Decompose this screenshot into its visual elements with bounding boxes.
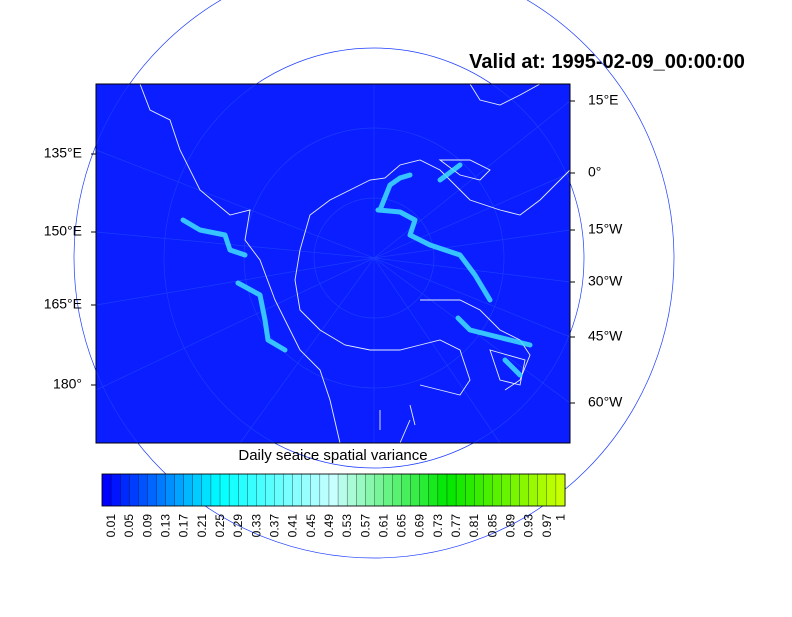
colorbar-box	[274, 473, 285, 507]
colorbar-label: 0.37	[267, 514, 281, 538]
colorbar-box	[174, 473, 185, 507]
colorbar-box	[519, 473, 530, 507]
colorbar-box	[147, 473, 157, 507]
colorbar-box	[328, 473, 339, 507]
colorbar-label: 0.65	[395, 514, 409, 538]
colorbar-label: 0.21	[195, 514, 209, 538]
colorbar-box	[156, 473, 166, 507]
colorbar-label: 0.89	[504, 514, 518, 538]
colorbar-label: 0.09	[140, 514, 154, 538]
colorbar-box	[492, 473, 502, 507]
tick-labels: 135°E 150°E 165°E 180° 15°E 0° 15°W 30°W 45°W 60°…	[44, 92, 623, 410]
colorbar-label: 0.41	[286, 514, 300, 538]
colorbar-box	[301, 473, 312, 507]
colorbar-label: 0.97	[540, 514, 554, 538]
colorbar-box	[464, 473, 475, 507]
colorbar-label: 0.77	[449, 514, 463, 538]
colorbar-box	[201, 473, 212, 507]
colorbar-box	[501, 473, 511, 507]
left-label: 150°E	[44, 223, 82, 239]
variance-edges	[180, 162, 533, 378]
colorbar-label: 0.73	[431, 514, 445, 538]
colorbar-box	[437, 473, 448, 507]
left-label: 135°E	[44, 145, 82, 161]
colorbar-box	[210, 473, 221, 507]
colorbar-box	[138, 473, 148, 507]
colorbar-box	[410, 473, 421, 507]
colorbar-label: 0.61	[376, 514, 390, 538]
colorbar-box	[483, 473, 493, 507]
colorbar-box	[310, 473, 321, 507]
colorbar-box	[346, 473, 357, 507]
right-label: 45°W	[588, 328, 623, 344]
colorbar-box	[120, 473, 130, 507]
colorbar-box	[419, 473, 430, 507]
colorbar-box	[374, 473, 384, 507]
colorbar-box	[528, 473, 539, 507]
colorbar-box	[165, 473, 176, 507]
colorbar-box	[247, 473, 257, 507]
right-label: 0°	[588, 164, 601, 180]
colorbar-label: 0.81	[467, 514, 481, 538]
colorbar-label: 0.05	[122, 514, 136, 538]
colorbar-box	[283, 473, 294, 507]
colorbar-box	[455, 473, 466, 507]
colorbar-box	[474, 473, 484, 507]
colorbar-box	[219, 473, 230, 507]
colorbar-box	[238, 473, 248, 507]
right-label: 15°W	[588, 221, 623, 237]
title: Valid at: 1995-02-09_00:00:00	[469, 51, 745, 73]
right-label: 60°W	[588, 394, 623, 410]
coastlines	[139, 83, 571, 444]
right-label: 30°W	[588, 273, 623, 289]
colorbar-box	[228, 473, 239, 507]
colorbar-box	[356, 473, 366, 507]
colorbar-label: 0.57	[358, 514, 372, 538]
colorbar-box	[392, 473, 403, 507]
colorbar-box	[428, 473, 439, 507]
colorbar-label: 0.45	[304, 514, 318, 538]
colorbar-label: 0.53	[340, 514, 354, 538]
colorbar-box	[292, 473, 303, 507]
colorbar-label: 0.49	[322, 514, 336, 538]
colorbar-box	[192, 473, 203, 507]
colorbar-box	[256, 473, 266, 507]
colorbar-box	[537, 473, 548, 507]
colorbar-box	[319, 473, 330, 507]
colorbar-label: 0.17	[177, 514, 191, 538]
colorbar-box	[510, 473, 521, 507]
map-background	[96, 84, 570, 443]
colorbar-frame	[101, 473, 566, 507]
colorbar-label: 0.13	[159, 514, 173, 538]
colorbar-label: 0.01	[104, 514, 118, 538]
colorbar-box	[110, 473, 121, 507]
colorbar-box	[129, 473, 139, 507]
colorbar: 0.01 0.05 0.09 0.13 0.17 0.21 0.25 0.29 0.33 0.37…	[101, 473, 567, 538]
colorbar-box	[446, 473, 457, 507]
colorbar-label: 0.85	[485, 514, 499, 538]
colorbar-box	[337, 473, 348, 507]
colorbar-box	[401, 473, 412, 507]
colorbar-label: 0.69	[413, 514, 427, 538]
right-label: 15°E	[588, 92, 619, 108]
colorbar-label: 0.93	[522, 514, 536, 538]
colorbar-box	[555, 473, 566, 507]
map-panel	[73, 0, 675, 559]
left-label: 165°E	[44, 296, 82, 312]
colorbar-label: 1	[553, 514, 567, 521]
colorbar-title: Daily seaice spatial variance	[238, 447, 427, 464]
colorbar-box	[546, 473, 557, 507]
colorbar-label: 0.29	[231, 514, 245, 538]
colorbar-label: 0.25	[213, 514, 227, 538]
left-label: 180°	[53, 376, 82, 392]
colorbar-label: 0.33	[249, 514, 263, 538]
colorbar-box	[383, 473, 393, 507]
colorbar-box	[265, 473, 275, 507]
colorbar-box	[365, 473, 375, 507]
map-frame	[95, 83, 571, 444]
colorbar-box	[101, 473, 112, 507]
colorbar-box	[183, 473, 194, 507]
